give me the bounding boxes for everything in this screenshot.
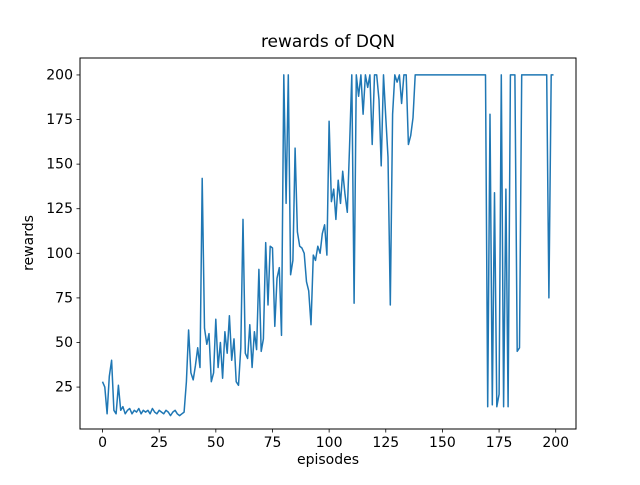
x-tick-label: 50 [207,435,225,451]
ticks-group: 0 25 50 75 100 125 150 175 200 25 50 75 100 125 150 175… [46,67,569,451]
x-tick-label: 0 [98,435,107,451]
y-tick-label: 125 [46,201,73,217]
y-tick-label: 50 [55,335,73,351]
y-tick-label: 25 [55,380,73,396]
series-group [101,74,554,417]
x-tick-label: 175 [486,435,513,451]
y-tick-label: 75 [55,290,73,306]
y-tick-label: 100 [46,246,73,262]
x-tick-label: 25 [150,435,168,451]
chart-title: rewards of DQN [261,32,395,52]
x-tick-label: 150 [429,435,456,451]
y-tick-label: 200 [46,67,73,83]
axes-spines [79,57,577,430]
reward-line-series [101,74,554,417]
x-tick-label: 125 [372,435,399,451]
x-tick-label: 100 [316,435,343,451]
y-axis-label: rewards [21,215,37,271]
y-tick-label: 150 [46,157,73,173]
x-tick-label: 75 [264,435,282,451]
x-tick-label: 200 [542,435,569,451]
y-tick-label: 175 [46,112,73,128]
x-axis-label: episodes [297,452,359,468]
